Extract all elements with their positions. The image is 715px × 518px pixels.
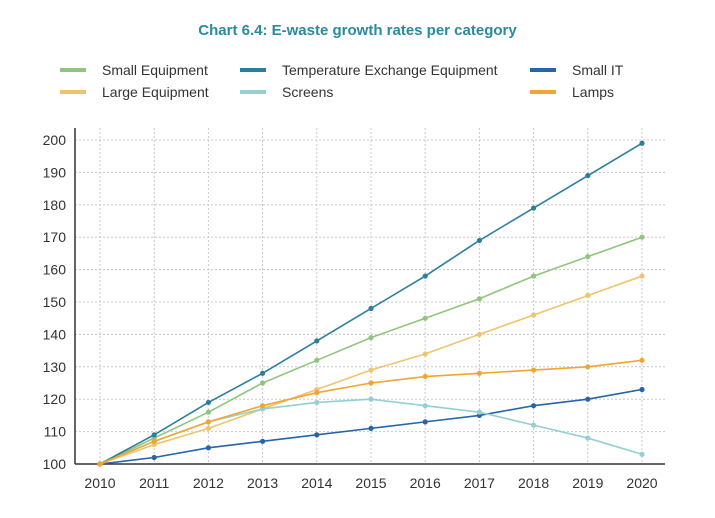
data-point-lamps bbox=[531, 367, 537, 373]
data-point-temperature-exchange-equipment bbox=[205, 399, 211, 406]
x-tick-label: 2014 bbox=[301, 475, 332, 491]
series-line-temperature-exchange-equipment bbox=[99, 142, 643, 465]
y-tick-label: 130 bbox=[43, 359, 67, 375]
data-point-screens bbox=[639, 451, 645, 457]
legend-label: Small Equipment bbox=[102, 62, 208, 78]
data-point-lamps bbox=[97, 461, 103, 467]
y-tick-label: 190 bbox=[43, 164, 67, 180]
y-tick-label: 120 bbox=[43, 391, 67, 407]
data-point-small-it bbox=[314, 432, 320, 438]
x-tick-label: 2010 bbox=[84, 475, 115, 491]
legend-label: Screens bbox=[282, 84, 334, 100]
data-point-small-equipment bbox=[314, 357, 320, 363]
legend-swatch bbox=[60, 90, 86, 94]
data-point-temperature-exchange-equipment bbox=[639, 140, 645, 146]
y-tick-label: 100 bbox=[43, 456, 67, 472]
chart-title: Chart 6.4: E-waste growth rates per cate… bbox=[198, 22, 517, 39]
data-point-screens bbox=[531, 422, 537, 428]
x-tick-label: 2011 bbox=[139, 475, 169, 491]
data-point-small-it bbox=[368, 425, 374, 431]
data-point-small-it bbox=[639, 386, 645, 393]
data-point-screens bbox=[422, 403, 428, 409]
data-point-temperature-exchange-equipment bbox=[314, 338, 320, 344]
data-point-small-equipment bbox=[260, 380, 266, 386]
data-point-lamps bbox=[368, 380, 374, 386]
legend-item-small-equipment: Small Equipment bbox=[60, 62, 208, 78]
data-point-small-it bbox=[151, 454, 157, 461]
x-tick-label: 2019 bbox=[572, 475, 603, 491]
y-tick-label: 150 bbox=[43, 294, 67, 310]
data-point-lamps bbox=[151, 438, 157, 444]
data-point-small-equipment bbox=[205, 409, 211, 415]
data-point-small-equipment bbox=[639, 234, 645, 240]
data-point-screens bbox=[585, 435, 591, 441]
legend-label: Small IT bbox=[572, 62, 624, 78]
legend-swatch bbox=[240, 90, 266, 94]
data-point-large-equipment bbox=[585, 292, 591, 299]
data-point-small-it bbox=[205, 445, 211, 451]
x-tick-label: 2018 bbox=[518, 475, 549, 491]
data-point-temperature-exchange-equipment bbox=[531, 205, 537, 211]
x-tick-label: 2012 bbox=[193, 475, 224, 491]
legend-label: Large Equipment bbox=[102, 84, 209, 100]
x-tick-label: 2020 bbox=[626, 475, 657, 491]
data-point-small-it bbox=[585, 396, 591, 402]
data-point-large-equipment bbox=[205, 425, 211, 431]
data-point-temperature-exchange-equipment bbox=[476, 237, 482, 244]
data-point-temperature-exchange-equipment bbox=[585, 173, 591, 179]
data-point-lamps bbox=[585, 364, 591, 370]
y-tick-label: 160 bbox=[43, 262, 67, 278]
data-point-small-equipment bbox=[368, 335, 374, 341]
legend-label: Temperature Exchange Equipment bbox=[282, 62, 498, 78]
x-tick-label: 2017 bbox=[464, 475, 495, 491]
data-point-lamps bbox=[314, 390, 320, 396]
data-point-lamps bbox=[639, 357, 645, 363]
data-point-large-equipment bbox=[368, 367, 374, 373]
y-tick-label: 200 bbox=[43, 132, 67, 148]
data-point-screens bbox=[368, 396, 374, 402]
legend-item-screens: Screens bbox=[240, 84, 333, 100]
y-tick-label: 170 bbox=[43, 229, 67, 245]
data-point-small-it bbox=[260, 438, 266, 444]
data-point-small-equipment bbox=[476, 296, 482, 302]
data-point-lamps bbox=[422, 373, 428, 380]
legend-item-lamps: Lamps bbox=[530, 84, 614, 100]
x-tick-label: 2016 bbox=[410, 475, 441, 491]
x-tick-label: 2015 bbox=[355, 475, 386, 491]
y-tick-label: 180 bbox=[43, 197, 67, 213]
y-tick-label: 110 bbox=[44, 424, 67, 440]
legend-item-large-equipment: Large Equipment bbox=[60, 84, 209, 100]
data-point-temperature-exchange-equipment bbox=[422, 273, 428, 279]
legend-swatch bbox=[240, 68, 266, 72]
data-point-screens bbox=[314, 399, 320, 406]
legend-label: Lamps bbox=[572, 84, 615, 100]
data-point-small-equipment bbox=[585, 254, 591, 260]
data-point-large-equipment bbox=[422, 351, 428, 357]
data-point-small-equipment bbox=[422, 315, 428, 321]
data-point-lamps bbox=[476, 370, 482, 376]
legend-swatch bbox=[60, 68, 86, 72]
data-point-temperature-exchange-equipment bbox=[260, 370, 266, 376]
legend-swatch bbox=[530, 90, 556, 94]
data-point-temperature-exchange-equipment bbox=[368, 305, 374, 312]
data-point-large-equipment bbox=[639, 273, 645, 279]
data-point-lamps bbox=[260, 403, 266, 409]
x-tick-label: 2013 bbox=[247, 475, 278, 491]
data-point-large-equipment bbox=[476, 331, 482, 337]
data-point-small-it bbox=[531, 403, 537, 409]
legend-swatch bbox=[530, 68, 556, 72]
data-point-small-it bbox=[422, 419, 428, 425]
chart-legend: Small Equipment Large Equipment Temperat… bbox=[0, 0, 715, 110]
data-point-screens bbox=[476, 409, 482, 415]
legend-item-small-it: Small IT bbox=[530, 62, 623, 78]
data-point-temperature-exchange-equipment bbox=[151, 432, 157, 438]
y-tick-label: 140 bbox=[43, 326, 67, 342]
data-point-lamps bbox=[205, 419, 211, 425]
data-point-large-equipment bbox=[531, 312, 537, 318]
data-point-small-equipment bbox=[531, 273, 537, 279]
legend-item-temperature-exchange-equipment: Temperature Exchange Equipment bbox=[240, 62, 498, 78]
